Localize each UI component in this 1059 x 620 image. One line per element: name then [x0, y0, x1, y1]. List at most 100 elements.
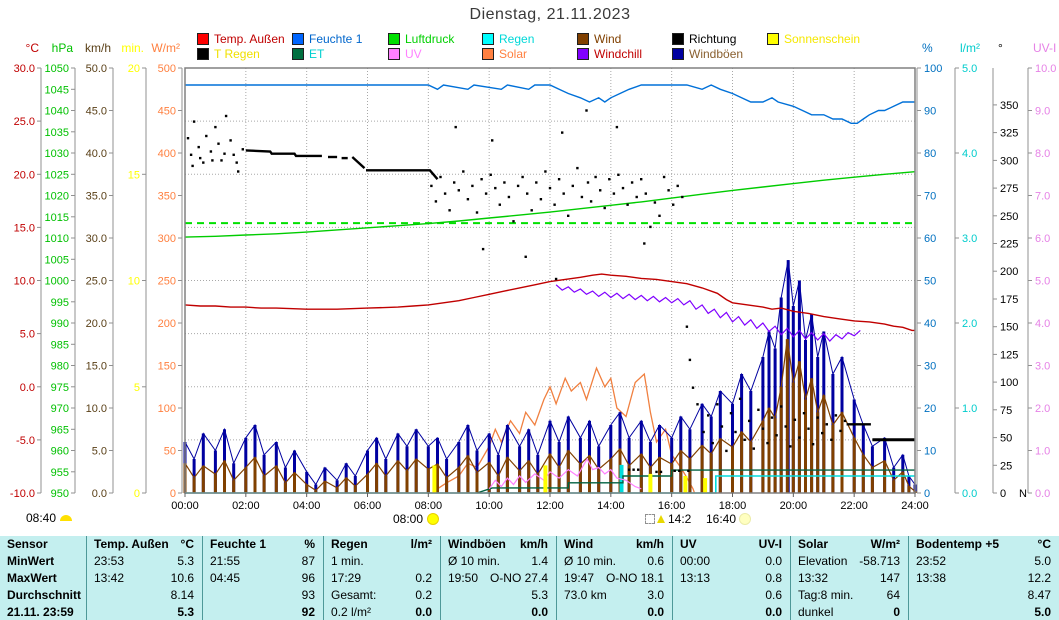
series-temp-au-en [184, 273, 915, 332]
cell-time: 73.0 km [564, 587, 607, 602]
svg-text:hPa: hPa [52, 41, 74, 55]
svg-text:0: 0 [170, 488, 176, 500]
series-richtung [186, 109, 847, 474]
legend-item-sonnenschein: Sonnenschein [767, 32, 860, 46]
series-wind [183, 339, 917, 494]
svg-text:150: 150 [1000, 322, 1018, 334]
cell-time: dunkel [798, 604, 834, 619]
axis-uv: UV-I 10.0 9.0 8.0 7.0 6.0 5.0 4.0 3.0 2.0 1.0 0.0 [1027, 41, 1056, 500]
svg-text:50.0: 50.0 [86, 63, 107, 75]
legend-label: Temp. Außen [214, 32, 285, 46]
series-wind-linie [184, 339, 916, 492]
legend-label: Luftdruck [405, 32, 455, 46]
table-cell: 93 [202, 586, 323, 604]
svg-text:275: 275 [1000, 183, 1018, 195]
table-cell: Ø 10 min. 0.6 [556, 552, 672, 570]
table-cell: 8.14 [86, 586, 202, 604]
legend-item-wind: Wind [577, 32, 621, 46]
svg-text:50: 50 [1000, 433, 1012, 445]
legend-color-box [672, 33, 684, 45]
series-et [476, 469, 915, 494]
svg-text:25.0: 25.0 [14, 116, 35, 128]
svg-text:10: 10 [924, 446, 936, 458]
svg-text:150: 150 [158, 361, 176, 373]
cell-value: 3.0 [647, 587, 664, 602]
table-cell: 0.2 l/m² 0.0 [323, 603, 440, 620]
table-column-header: Temp. Außen °C [86, 536, 202, 553]
cell-time: 1 min. [331, 554, 364, 569]
legend-color-box [577, 33, 589, 45]
cell-time: 19:47 [564, 570, 595, 585]
svg-text:km/h: km/h [85, 41, 111, 55]
legend-label: UV [405, 47, 422, 61]
legend-color-box [767, 33, 779, 45]
sunset-time-marker: 16:40 [706, 512, 752, 526]
table-cell: dunkel 0 [790, 603, 908, 620]
svg-text:200: 200 [1000, 266, 1018, 278]
svg-text:1020: 1020 [45, 191, 69, 203]
cell-time: 13:32 [798, 570, 829, 585]
cell-value: 1.4 [531, 554, 548, 569]
svg-text:50: 50 [164, 446, 176, 458]
svg-text:70: 70 [924, 191, 936, 203]
axis-rain: l/m² 5.0 4.0 3.0 2.0 1.0 0.0 [954, 41, 980, 500]
cell-time: 21:55 [210, 554, 241, 569]
svg-text:40.0: 40.0 [86, 148, 107, 160]
cell-time: Ø 10 min. [564, 554, 617, 569]
svg-text:1025: 1025 [45, 169, 69, 181]
table-column-header: Bodentemp +5 °C [908, 536, 1059, 553]
svg-text:00:00: 00:00 [171, 500, 199, 512]
svg-text:300: 300 [158, 233, 176, 245]
cell-time: Gesamt: [331, 587, 377, 602]
cell-time: 13:13 [680, 570, 711, 585]
axis-time: 00:00 02:00 04:00 06:00 08:00 10:00 12:00 14:00… [171, 493, 929, 512]
legend-color-box [482, 33, 494, 45]
table-row-label: MaxWert [7, 570, 57, 585]
svg-text:125: 125 [1000, 349, 1018, 361]
table-cell: Elevation -58.713 [790, 552, 908, 570]
table-cell: Gesamt: 0.2 [323, 586, 440, 604]
svg-text:1.0: 1.0 [1035, 446, 1050, 458]
svg-text:W/m²: W/m² [151, 41, 180, 55]
svg-text:0: 0 [1000, 488, 1006, 500]
cell-value: km/h [519, 537, 548, 552]
svg-text:90: 90 [924, 106, 936, 118]
svg-text:8.0: 8.0 [1035, 148, 1050, 160]
table-column-header: Solar W/m² [790, 536, 908, 553]
svg-text:20: 20 [924, 403, 936, 415]
legend-label: Sonnenschein [784, 32, 861, 46]
table-column-header: Feuchte 1% [202, 536, 323, 553]
svg-text:400: 400 [158, 148, 176, 160]
moonrise-time-marker: 14:2 [645, 512, 691, 526]
sun-time-marker: 08:00 [393, 512, 440, 526]
svg-text:1040: 1040 [45, 106, 69, 118]
cell-time: 13:42 [94, 570, 125, 585]
cell-value: 0.6 [647, 554, 664, 569]
series-sonnenschein [432, 465, 708, 493]
table-cell: Ø 10 min. 1.4 [440, 552, 556, 570]
svg-text:1000: 1000 [45, 276, 69, 288]
legend-item-uv: UV [388, 47, 422, 61]
series-richtung-linie-02-04h [245, 149, 322, 158]
cell-time: 13:38 [916, 570, 947, 585]
svg-text:2.0: 2.0 [1035, 403, 1050, 415]
svg-text:995: 995 [51, 297, 69, 309]
svg-text:N: N [1019, 488, 1027, 500]
table-column-header: Regen l/m² [323, 536, 440, 553]
cell-value: km/h [635, 537, 664, 552]
svg-text:990: 990 [51, 318, 69, 330]
svg-text:12:00: 12:00 [536, 500, 564, 512]
series-richtung-abfall [351, 156, 366, 169]
legend-label: Solar [499, 47, 528, 61]
rise-arrow-icon [657, 515, 665, 523]
axis-pressure: hPa 1050 1045 1040 1035 1030 1025 1020 1015 1010 1… [45, 41, 76, 500]
svg-text:4.0: 4.0 [962, 148, 977, 160]
svg-text:225: 225 [1000, 239, 1018, 251]
cell-value: UV-I [758, 537, 782, 552]
svg-text:9.0: 9.0 [1035, 106, 1050, 118]
legend-item-et: ET [292, 47, 324, 61]
cell-value: 0.0 [765, 604, 782, 619]
svg-text:1035: 1035 [45, 127, 69, 139]
table-row-label: 21.11. 23:59 [7, 604, 74, 619]
svg-text:300: 300 [1000, 155, 1018, 167]
